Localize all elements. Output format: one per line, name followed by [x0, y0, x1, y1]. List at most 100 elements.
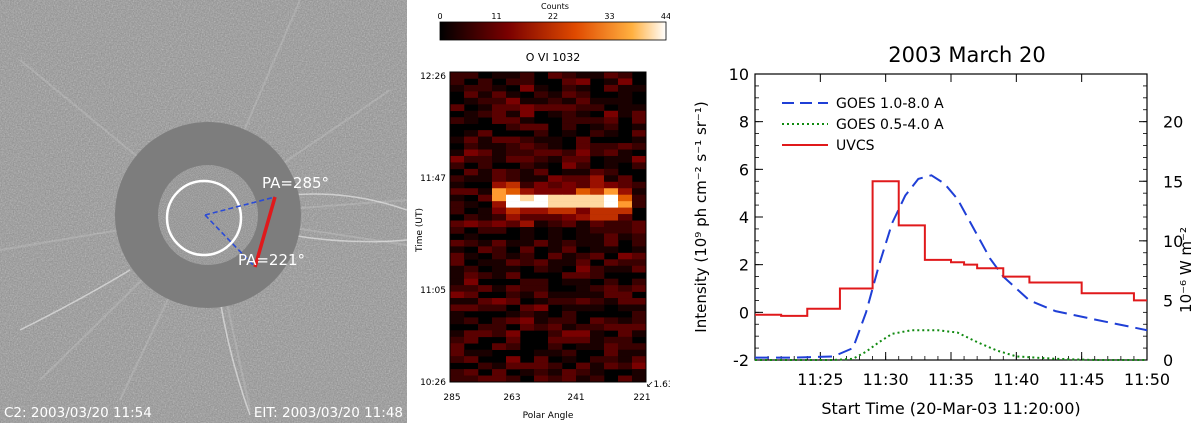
ytick-left: 4 — [739, 208, 749, 227]
heatmap-cell — [562, 162, 577, 170]
heatmap-cell — [562, 369, 577, 376]
heatmap-cell — [604, 84, 619, 92]
heatmap-cell — [464, 72, 479, 79]
heatmap-cell — [632, 362, 647, 370]
heatmap-cell — [590, 227, 605, 234]
heatmap-cell — [520, 362, 535, 370]
heatmap-cell — [576, 110, 591, 118]
heatmap-cell — [604, 143, 619, 150]
heatmap-cell — [478, 239, 493, 247]
heatmap-cell — [562, 91, 577, 99]
heatmap-cell — [590, 143, 605, 150]
heatmap-cell — [576, 188, 591, 196]
heatmap-cell — [618, 84, 633, 92]
heatmap-cell — [520, 285, 535, 292]
colorbar — [439, 21, 667, 41]
heatmap-cell — [562, 207, 577, 215]
heatmap-cell — [576, 291, 591, 299]
heatmap-cell — [618, 143, 633, 150]
colorbar-tick: 44 — [661, 12, 670, 21]
heatmap-ytick: 11:05 — [420, 286, 446, 296]
heatmap-cell — [464, 252, 479, 260]
heatmap-cell — [450, 317, 465, 325]
heatmap-cell — [520, 175, 535, 183]
heatmap-cell — [576, 285, 591, 292]
heatmap-cell — [590, 72, 605, 79]
heatmap-cell — [520, 136, 535, 144]
xtick-label: 11:35 — [928, 370, 974, 389]
heatmap-cell — [576, 84, 591, 92]
heatmap-cell — [604, 259, 619, 267]
heatmap-cell — [604, 201, 619, 208]
heatmap-cell — [534, 155, 549, 163]
heatmap-cell — [506, 194, 521, 202]
heatmap-cell — [576, 304, 591, 312]
heatmap-cell — [604, 207, 619, 215]
heatmap-cell — [464, 91, 479, 99]
heatmap-cell — [506, 265, 521, 273]
heatmap-cell — [632, 162, 647, 170]
heatmap-cell — [492, 343, 507, 351]
heatmap-cell — [534, 91, 549, 99]
heatmap-cell — [604, 227, 619, 234]
heatmap-cell — [464, 317, 479, 325]
heatmap-cell — [548, 207, 563, 215]
heatmap-cell — [548, 104, 563, 112]
heatmap-cell — [520, 317, 535, 325]
heatmap-cell — [576, 362, 591, 370]
heatmap-xtick: 263 — [503, 393, 520, 403]
heatmap-cell — [506, 239, 521, 247]
heatmap-cell — [604, 110, 619, 118]
heatmap-cell — [632, 130, 647, 137]
heatmap-cell — [506, 110, 521, 118]
heatmap-cell — [478, 78, 493, 86]
heatmap-cell — [604, 175, 619, 183]
heatmap-cell — [506, 343, 521, 351]
heatmap-cell — [562, 310, 577, 318]
heatmap-cell — [506, 252, 521, 260]
heatmap-cell — [464, 136, 479, 144]
heatmap-cell — [492, 194, 507, 202]
heatmap-cell — [562, 155, 577, 163]
heatmap-cell — [618, 304, 633, 312]
heatmap-cell — [450, 330, 465, 338]
heatmap-cell — [632, 136, 647, 144]
heatmap-cell — [590, 149, 605, 157]
heatmap-cell — [506, 285, 521, 292]
heatmap-cell — [632, 117, 647, 124]
heatmap-cell — [506, 188, 521, 196]
heatmap-cell — [492, 117, 507, 124]
heatmap-cell — [576, 207, 591, 215]
heatmap-cell — [618, 104, 633, 112]
heatmap-cell — [506, 72, 521, 79]
heatmap-cell — [618, 362, 633, 370]
heatmap-cell — [492, 84, 507, 92]
heatmap-cell — [464, 336, 479, 344]
heatmap-cell — [562, 201, 577, 208]
heatmap-cell — [590, 130, 605, 137]
heatmap-cell — [604, 97, 619, 105]
heatmap-cell — [450, 298, 465, 305]
heatmap-cell — [478, 162, 493, 170]
heatmap-cell — [478, 91, 493, 99]
heatmap-cell — [492, 285, 507, 292]
heatmap-cell — [506, 91, 521, 99]
heatmap-title: O VI 1032 — [526, 51, 580, 64]
heatmap-cell — [520, 168, 535, 176]
heatmap-xlabel: Polar Angle — [523, 411, 574, 421]
heatmap-cell — [492, 168, 507, 176]
heatmap-cell — [464, 220, 479, 228]
heatmap-cell — [548, 220, 563, 228]
heatmap-cell — [632, 110, 647, 118]
heatmap-cell — [632, 84, 647, 92]
heatmap-cell — [576, 143, 591, 150]
heatmap-cell — [464, 272, 479, 279]
heatmap-cell — [478, 175, 493, 183]
ytick-left: 6 — [739, 160, 749, 179]
heatmap-cell — [506, 336, 521, 344]
heatmap-cell — [604, 265, 619, 273]
heatmap-cell — [464, 188, 479, 196]
heatmap-cell — [590, 265, 605, 273]
heatmap-ylabel: Time (UT) — [415, 208, 425, 253]
series-uvcs — [755, 180, 1147, 317]
